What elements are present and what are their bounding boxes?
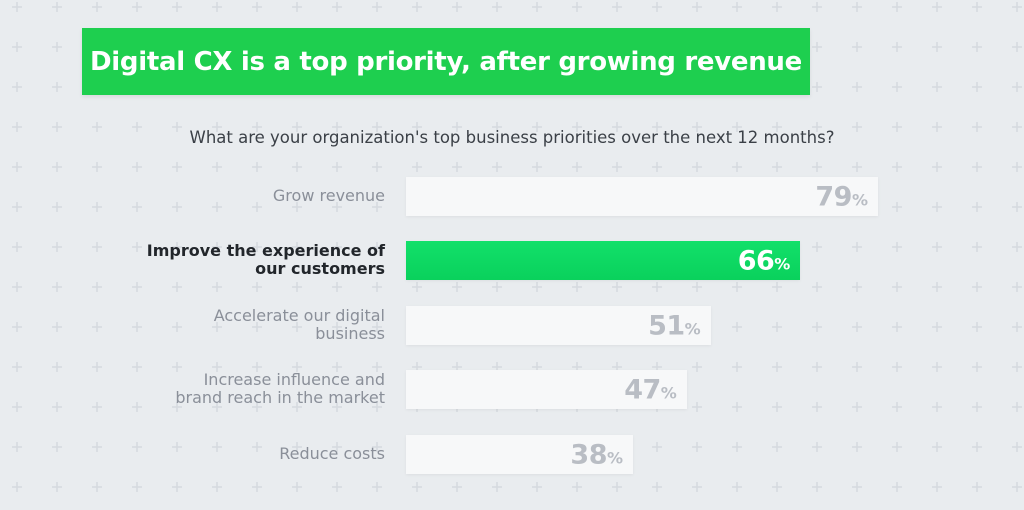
bar: 38% bbox=[406, 434, 634, 474]
bar-value-number: 79 bbox=[815, 181, 852, 213]
bar-value-label: 38% bbox=[570, 440, 623, 471]
bar-value-number: 66 bbox=[737, 245, 775, 277]
bar: 47% bbox=[406, 369, 687, 409]
category-label-line: our customers bbox=[255, 259, 385, 278]
bar-value-percent-sign: % bbox=[660, 383, 677, 403]
category-label-line: business bbox=[315, 324, 385, 343]
bar-value-percent-sign: % bbox=[607, 448, 624, 468]
bar-value-label: 66% bbox=[738, 246, 791, 277]
chart-subtitle: What are your organization's top busines… bbox=[189, 128, 835, 147]
category-label: Increase influence and brand reach in the… bbox=[125, 371, 385, 407]
bar-value-label: 47% bbox=[624, 375, 677, 406]
category-label-line: Increase influence and bbox=[203, 370, 385, 389]
bar-value-number: 47 bbox=[624, 374, 661, 406]
bar-value-percent-sign: % bbox=[684, 319, 701, 339]
bar-value-number: 38 bbox=[570, 439, 607, 471]
category-label: Accelerate our digital business bbox=[125, 307, 385, 343]
bar-value-percent-sign: % bbox=[851, 190, 868, 210]
category-label-line: Grow revenue bbox=[272, 186, 385, 205]
bar-value-label: 79% bbox=[815, 182, 868, 213]
category-label: Reduce costs bbox=[125, 445, 385, 463]
bar-value-number: 51 bbox=[648, 310, 685, 342]
category-label: Grow revenue bbox=[125, 187, 385, 205]
chart-title: Digital CX is a top priority, after grow… bbox=[90, 46, 802, 77]
bar-value-label: 51% bbox=[648, 311, 701, 342]
bar-value-percent-sign: % bbox=[774, 254, 791, 274]
category-label-line: Improve the experience of bbox=[146, 241, 385, 260]
bar: 66% bbox=[406, 240, 801, 280]
category-label: Improve the experience of our customers bbox=[125, 242, 385, 278]
bar: 79% bbox=[406, 176, 878, 216]
bar: 51% bbox=[406, 305, 711, 345]
category-label-line: Reduce costs bbox=[279, 444, 385, 463]
category-label-line: brand reach in the market bbox=[175, 388, 385, 407]
category-label-line: Accelerate our digital bbox=[213, 306, 385, 325]
title-banner: Digital CX is a top priority, after grow… bbox=[82, 28, 810, 95]
